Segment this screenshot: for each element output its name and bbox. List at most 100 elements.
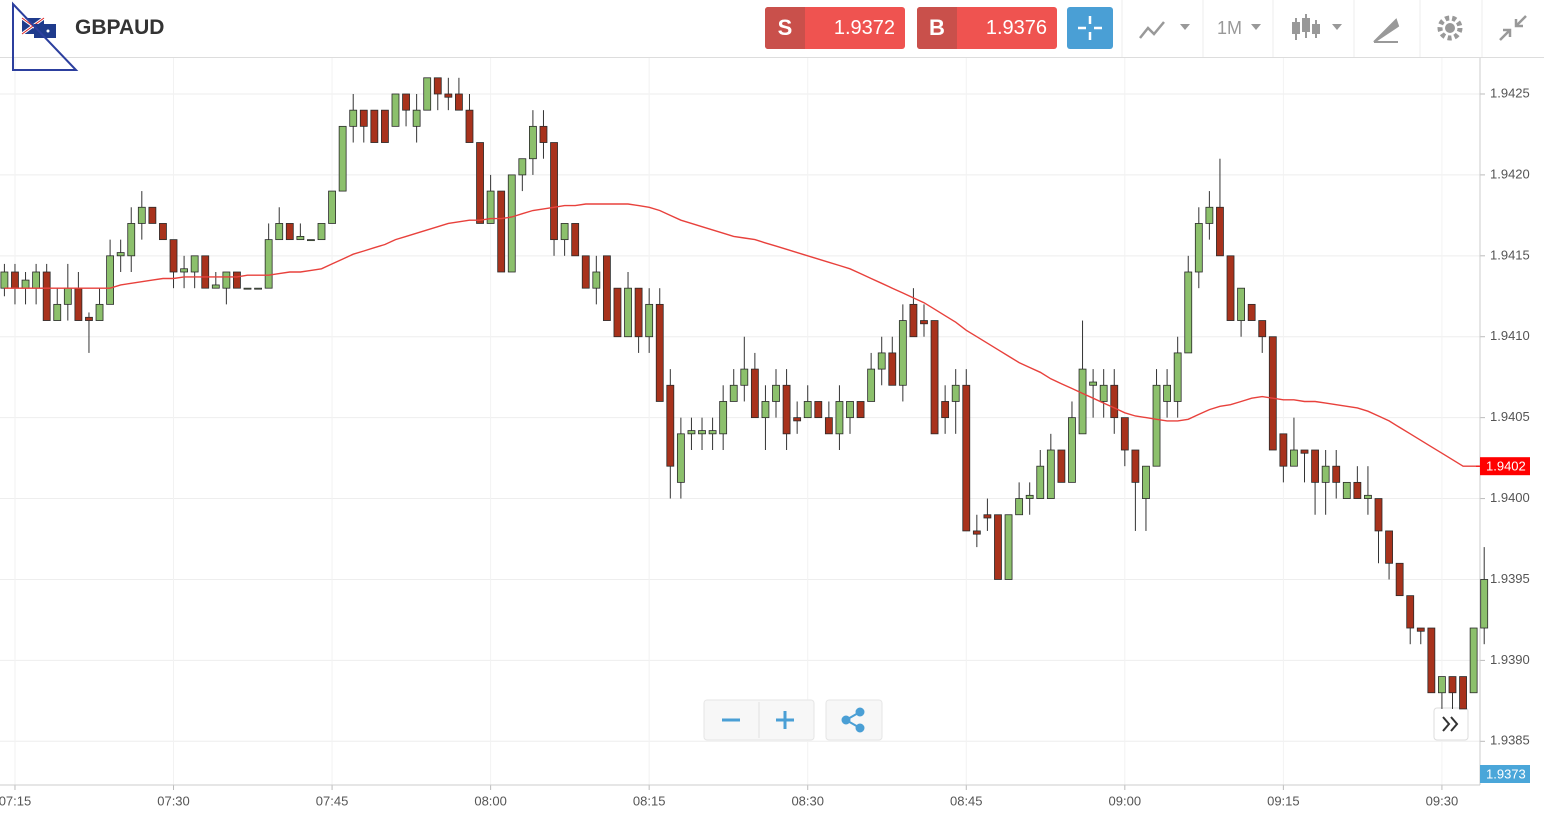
candle-body [127, 223, 136, 257]
candle-body [1480, 579, 1489, 629]
candle-body [1427, 627, 1436, 694]
x-tick-label: 09:00 [1109, 793, 1142, 808]
candle-body [1374, 498, 1383, 532]
candle-body [994, 514, 1002, 580]
settings-icon[interactable] [1437, 15, 1463, 41]
logo [12, 1, 79, 71]
x-tick-label: 07:30 [157, 793, 190, 808]
candle-body [21, 279, 30, 289]
candle-body [634, 287, 643, 338]
candle-body [1353, 481, 1362, 499]
candle-body [687, 430, 696, 435]
share-button[interactable] [825, 699, 883, 741]
sell-price: 1.9372 [833, 16, 895, 39]
candle-body [1332, 465, 1341, 483]
candle-body [1321, 465, 1330, 483]
candle-body [1459, 676, 1467, 710]
candle-body [1290, 449, 1298, 467]
candle-body [867, 368, 876, 402]
candle-body [1258, 320, 1267, 338]
candle-body [1173, 352, 1182, 402]
candle-body [1364, 494, 1372, 499]
scroll-end-button[interactable] [1433, 707, 1469, 741]
candle-body [740, 368, 749, 386]
sell-button[interactable]: S 1.9372 [765, 7, 905, 49]
timeframe[interactable]: 1M [1217, 18, 1243, 38]
y-tick-label: 1.9395 [1490, 571, 1530, 586]
candle-body [750, 368, 759, 419]
candle-body [1194, 223, 1203, 273]
x-tick-label: 09:15 [1267, 793, 1300, 808]
sell-label: S [765, 7, 805, 49]
candle-body [349, 109, 358, 127]
candle-body [1279, 433, 1288, 467]
buy-price: 1.9376 [985, 16, 1047, 39]
separators [1121, 0, 1483, 57]
candle-body [137, 206, 146, 224]
candle-body [1046, 449, 1055, 499]
candle-body [592, 271, 601, 289]
y-tick-label: 1.9420 [1490, 166, 1530, 181]
y-tick-label: 1.9410 [1490, 328, 1530, 343]
candle-body [63, 287, 72, 305]
candle-body [95, 303, 104, 321]
candle-body [1110, 384, 1119, 419]
y-tick-label: 1.9425 [1490, 85, 1530, 100]
candle-body [846, 401, 854, 419]
marker-price-tag [1480, 765, 1530, 783]
crosshair-button[interactable] [1067, 7, 1113, 49]
candle-body [708, 430, 717, 435]
candle-body [476, 142, 484, 224]
candle-body [972, 530, 981, 535]
candle-body [53, 303, 62, 321]
candle-body [1099, 384, 1108, 402]
candle-body [222, 271, 231, 289]
candle-body [1438, 676, 1446, 694]
candle-body [32, 271, 41, 289]
candle-body [359, 109, 368, 127]
candle-body [856, 401, 865, 419]
candle-body [1448, 676, 1457, 694]
candle-body [835, 401, 844, 435]
candle-body [909, 303, 918, 338]
candle-body [560, 223, 569, 241]
candle-body [211, 284, 220, 289]
candle-body [169, 239, 178, 273]
candle-body [645, 303, 654, 338]
candle-body [761, 401, 770, 419]
candle-body [370, 109, 379, 143]
candle-body [1184, 271, 1193, 354]
candle-body [983, 514, 992, 519]
y-tick-label: 1.9390 [1490, 652, 1530, 667]
candle-body [782, 384, 791, 435]
candle-body [539, 125, 548, 143]
candle-body [116, 252, 125, 257]
crosshair-icon[interactable] [1078, 16, 1102, 40]
candle-body [550, 142, 558, 241]
candle-body [412, 109, 421, 127]
candle-body [951, 384, 960, 402]
candle-body [1142, 465, 1150, 499]
buy-button[interactable]: B 1.9376 [917, 7, 1057, 49]
scroll-end-icon[interactable] [1442, 716, 1459, 732]
candle-body [676, 433, 685, 483]
candle-body [772, 384, 780, 402]
candle-body [1395, 562, 1404, 597]
collapse-icon[interactable] [1499, 15, 1527, 41]
candle-body [729, 384, 738, 402]
marker-price-label: 1.9373 [1486, 766, 1526, 781]
candle-body [1078, 368, 1087, 435]
candle-body [381, 109, 389, 143]
candle-body [1004, 514, 1013, 580]
drawing-icon[interactable] [1373, 18, 1400, 43]
candle-body [444, 93, 453, 98]
candle-body [159, 223, 167, 241]
share-icon[interactable] [841, 707, 865, 733]
last-price-label: 1.9402 [1486, 459, 1526, 474]
candle-body [180, 268, 188, 273]
chart-type-icon[interactable] [1139, 21, 1165, 39]
toolbar: GBPAUD S 1.9372 B 1.9376 1M [0, 0, 1544, 71]
candle-body [1268, 336, 1277, 451]
candle-body [85, 316, 93, 321]
candle-body [391, 93, 400, 127]
